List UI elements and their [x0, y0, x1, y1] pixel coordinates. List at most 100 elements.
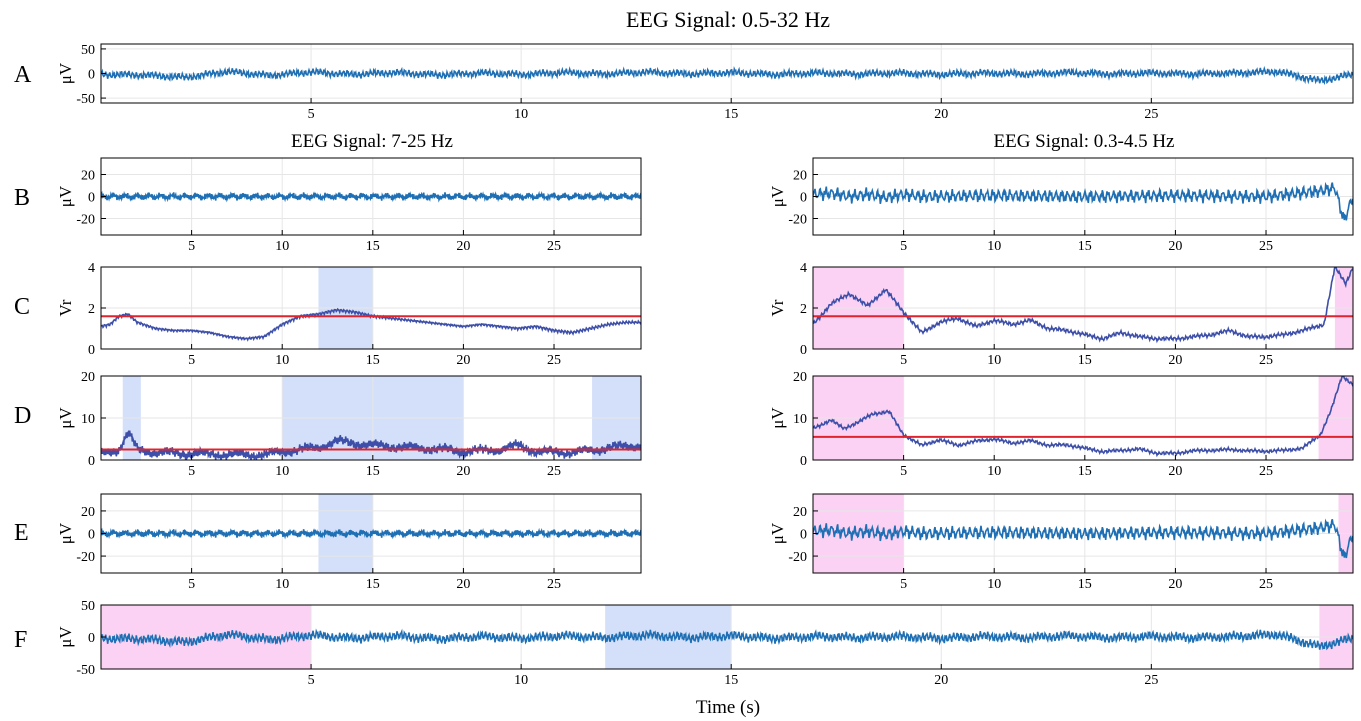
y-tick-label-e-right-20: 20	[793, 505, 807, 520]
x-tick-label-f-5: 5	[308, 673, 315, 688]
panel-c-right: 5 10 15 20 25 0 2 4 Vr	[768, 261, 1354, 368]
right-column-title: EEG Signal: 0.3-4.5 Hz	[993, 131, 1174, 152]
series-line-c-right-0	[813, 267, 1353, 344]
x-tick-label-b-right-5: 5	[900, 239, 907, 254]
series-line-e-right-0	[813, 518, 1353, 559]
y-tick-label-c-left-2: 2	[88, 302, 95, 317]
x-tick-label-c-right-25: 25	[1259, 353, 1273, 368]
panel-letter-f: F	[14, 627, 27, 653]
x-tick-label-b-right-20: 20	[1168, 239, 1182, 254]
x-tick-label-f-15: 15	[724, 673, 738, 688]
x-tick-label-d-left-15: 15	[366, 464, 380, 479]
series-line-e-left-0	[101, 527, 641, 540]
y-axis-label-d-right: μV	[768, 407, 787, 429]
y-tick-label-a-0: 0	[88, 68, 95, 83]
x-tick-label-e-right-10: 10	[987, 577, 1001, 592]
x-tick-label-e-left-10: 10	[275, 577, 289, 592]
x-axis-label: Time (s)	[696, 697, 760, 718]
x-tick-label-b-left-15: 15	[366, 239, 380, 254]
y-tick-label-b-left--20: -20	[76, 213, 95, 228]
y-tick-label-c-right-0: 0	[800, 343, 807, 358]
x-tick-label-e-right-25: 25	[1259, 577, 1273, 592]
x-tick-label-d-right-15: 15	[1078, 464, 1092, 479]
panel-c-left: 5 10 15 20 25 0 2 4 Vr	[56, 261, 642, 368]
panel-letter-b: B	[14, 185, 30, 211]
x-tick-label-c-left-15: 15	[366, 353, 380, 368]
x-tick-label-f-25: 25	[1144, 673, 1158, 688]
x-tick-label-a-5: 5	[308, 107, 315, 122]
panel-a: 5 10 15 20 25 -50 0 50 μV	[56, 43, 1354, 122]
y-axis-label-d-left: μV	[56, 407, 75, 429]
panel-e-right: 5 10 15 20 25 -20 0 20 μV	[768, 493, 1354, 592]
x-tick-label-c-right-5: 5	[900, 353, 907, 368]
x-tick-label-d-left-25: 25	[547, 464, 561, 479]
panel-letter-d: D	[14, 403, 31, 429]
x-tick-label-d-right-10: 10	[987, 464, 1001, 479]
y-tick-label-d-right-20: 20	[793, 370, 807, 385]
x-tick-label-d-left-20: 20	[456, 464, 470, 479]
y-tick-label-e-right-0: 0	[800, 528, 807, 543]
y-tick-label-e-left--20: -20	[76, 550, 95, 565]
y-tick-label-e-right--20: -20	[788, 550, 807, 565]
y-tick-label-b-left-20: 20	[81, 169, 95, 184]
y-tick-label-f--50: -50	[76, 663, 95, 678]
y-tick-label-f-0: 0	[88, 631, 95, 646]
y-tick-label-d-right-10: 10	[793, 412, 807, 427]
y-tick-label-e-left-20: 20	[81, 505, 95, 520]
y-axis-label-e-right: μV	[768, 522, 787, 544]
y-axis-label-e-left: μV	[56, 522, 75, 544]
x-tick-label-d-right-20: 20	[1168, 464, 1182, 479]
x-tick-label-c-left-10: 10	[275, 353, 289, 368]
x-tick-label-b-right-10: 10	[987, 239, 1001, 254]
series-line-d-right-0	[813, 376, 1353, 458]
x-tick-label-f-10: 10	[514, 673, 528, 688]
panel-letter-c: C	[14, 294, 30, 320]
x-tick-label-c-left-5: 5	[188, 353, 195, 368]
x-tick-label-e-right-5: 5	[900, 577, 907, 592]
series-line-f-0	[101, 628, 1353, 651]
y-axis-label-b-left: μV	[56, 185, 75, 207]
x-tick-label-e-left-25: 25	[547, 577, 561, 592]
y-tick-label-a--50: -50	[76, 92, 95, 107]
y-tick-label-a-50: 50	[81, 43, 95, 58]
y-axis-label-f: μV	[56, 626, 75, 648]
x-tick-label-e-left-15: 15	[366, 577, 380, 592]
y-tick-label-e-left-0: 0	[88, 528, 95, 543]
x-tick-label-e-left-20: 20	[456, 577, 470, 592]
panel-letter-e: E	[14, 520, 29, 546]
y-tick-label-d-left-20: 20	[81, 370, 95, 385]
panel-letter-a: A	[14, 62, 32, 88]
x-tick-label-a-15: 15	[724, 107, 738, 122]
panel-b-left: 5 10 15 20 25 -20 0 20 μV	[56, 157, 642, 254]
series-line-b-left-0	[101, 190, 641, 203]
panel-f: 5 10 15 20 25 -50 0 50 μV	[56, 599, 1354, 688]
x-tick-label-d-left-5: 5	[188, 464, 195, 479]
x-tick-label-b-right-15: 15	[1078, 239, 1092, 254]
x-tick-label-a-10: 10	[514, 107, 528, 122]
y-axis-label-c-left: Vr	[56, 299, 75, 316]
y-tick-label-d-left-10: 10	[81, 412, 95, 427]
x-tick-label-c-right-20: 20	[1168, 353, 1182, 368]
x-tick-label-e-right-15: 15	[1078, 577, 1092, 592]
x-tick-label-b-left-25: 25	[547, 239, 561, 254]
y-tick-label-f-50: 50	[81, 599, 95, 614]
y-tick-label-b-right-20: 20	[793, 169, 807, 184]
x-tick-label-c-right-10: 10	[987, 353, 1001, 368]
y-tick-label-b-right-0: 0	[800, 191, 807, 206]
x-tick-label-d-right-25: 25	[1259, 464, 1273, 479]
x-tick-label-f-20: 20	[934, 673, 948, 688]
y-tick-label-b-left-0: 0	[88, 191, 95, 206]
x-tick-label-d-left-10: 10	[275, 464, 289, 479]
y-tick-label-d-left-0: 0	[88, 454, 95, 469]
x-tick-label-a-25: 25	[1144, 107, 1158, 122]
panel-e-left: 5 10 15 20 25 -20 0 20 μV	[56, 493, 642, 592]
y-tick-label-c-left-0: 0	[88, 343, 95, 358]
y-tick-label-d-right-0: 0	[800, 454, 807, 469]
y-axis-label-a: μV	[56, 62, 75, 84]
series-line-a-0	[101, 65, 1353, 86]
x-tick-label-b-left-20: 20	[456, 239, 470, 254]
panel-d-right: 5 10 15 20 25 0 10 20 μV	[768, 370, 1354, 479]
y-tick-label-c-right-4: 4	[800, 261, 807, 276]
